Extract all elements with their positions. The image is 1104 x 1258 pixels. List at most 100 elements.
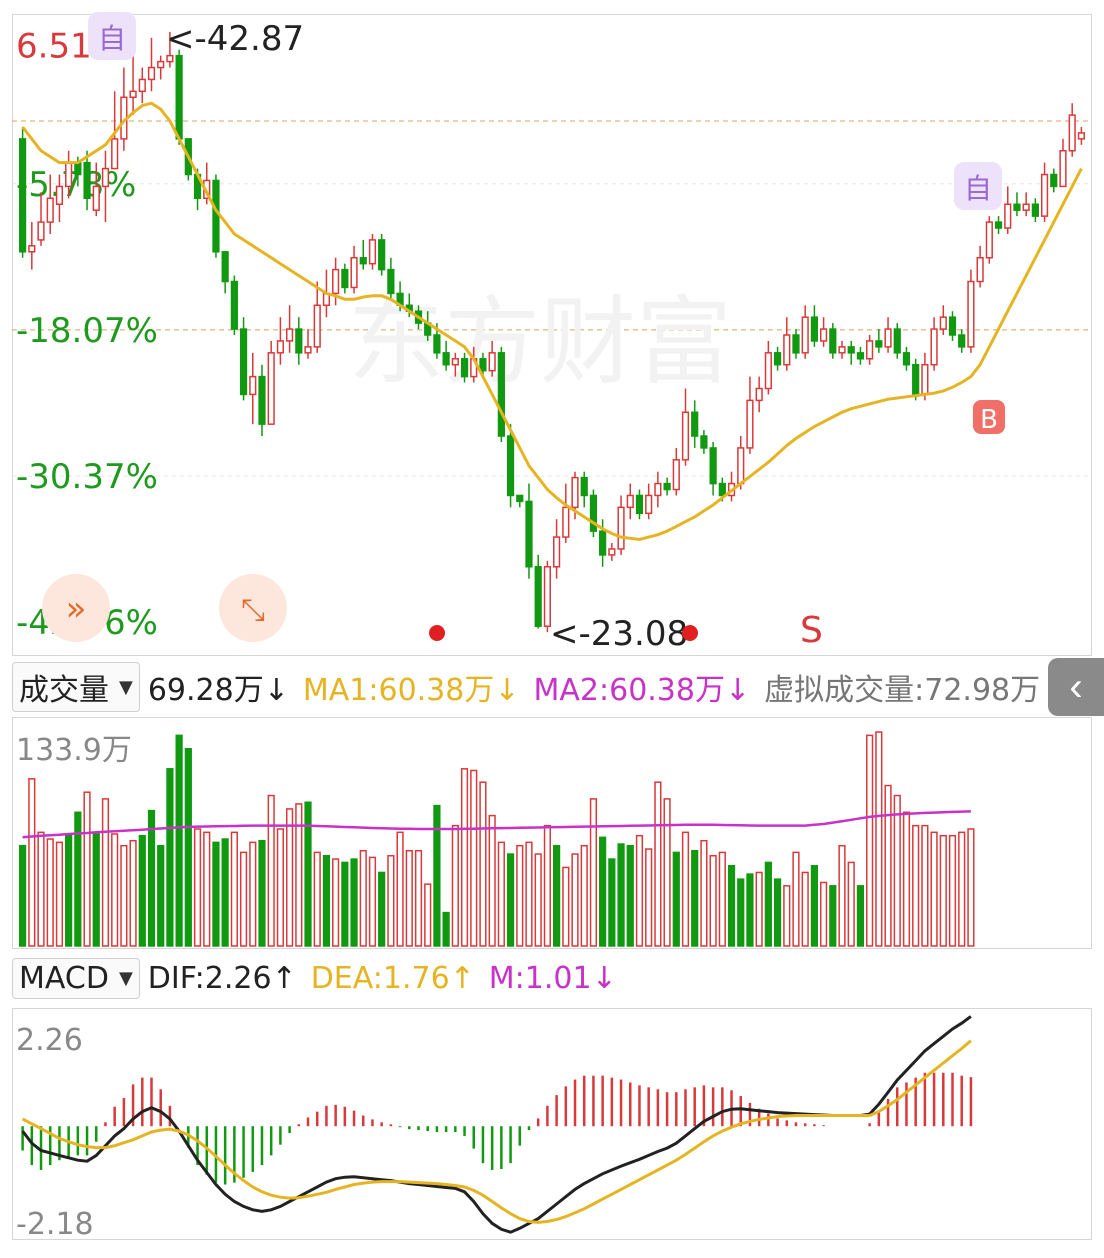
candle-body <box>1013 203 1021 211</box>
volume-bar <box>866 734 874 947</box>
candle <box>276 317 285 365</box>
candle-body <box>368 239 377 265</box>
volume-bar <box>267 794 275 947</box>
candle <box>451 352 459 377</box>
volume-bar <box>746 873 754 947</box>
volume-bar <box>479 781 487 947</box>
volume-bar <box>534 853 542 947</box>
volume-bar <box>939 834 947 947</box>
candle <box>267 340 275 425</box>
candle <box>580 471 588 508</box>
candle-body <box>46 197 54 223</box>
candle-body <box>976 256 984 283</box>
candle <box>1022 192 1030 217</box>
candle <box>249 352 257 425</box>
candle-body <box>562 506 570 538</box>
candle-body <box>967 280 975 348</box>
candle <box>847 340 855 365</box>
volume-bar <box>516 844 524 947</box>
volume-bar <box>645 848 653 947</box>
candle <box>939 305 947 335</box>
volume-bar <box>368 856 377 947</box>
candle-body <box>783 334 791 366</box>
candle-body <box>55 185 64 205</box>
candle <box>773 346 782 371</box>
candle <box>866 335 874 365</box>
volume-bar <box>580 844 588 947</box>
volume-bar <box>387 854 395 947</box>
volume-indicator-select[interactable]: 成交量 ▼ <box>12 662 140 712</box>
volume-bar <box>203 831 211 947</box>
candle <box>543 560 552 633</box>
candle <box>285 305 294 353</box>
volume-bar <box>359 849 367 947</box>
volume-selector-label: 成交量 <box>19 673 109 708</box>
volume-bar <box>378 871 386 947</box>
volume-bar <box>792 851 800 947</box>
candle-body <box>258 375 266 425</box>
candle <box>1004 186 1012 234</box>
volume-bar <box>442 911 450 947</box>
dif-line <box>21 1015 972 1234</box>
candle <box>37 192 45 246</box>
volume-bar <box>801 871 809 947</box>
volume-bar <box>92 831 100 947</box>
candle-body <box>635 494 644 515</box>
candle-body <box>516 494 524 503</box>
candle-body <box>764 352 772 390</box>
price-tick-label: -30.37% <box>16 457 158 497</box>
candle <box>313 281 321 353</box>
candle-body <box>1004 203 1012 229</box>
volume-bar <box>810 865 819 947</box>
candle <box>672 447 680 496</box>
volume-bar <box>460 768 469 947</box>
candle-body <box>985 221 993 259</box>
volume-bar <box>608 858 616 947</box>
candle-body <box>230 280 238 330</box>
candle-body <box>1050 173 1058 188</box>
volume-bar <box>350 858 358 947</box>
candle <box>829 323 837 359</box>
volume-bar <box>111 833 119 947</box>
sell-signal: S <box>800 610 823 651</box>
candle-body <box>387 268 395 295</box>
candle <box>175 49 183 145</box>
candle-body <box>221 251 229 283</box>
candle-body <box>534 566 542 627</box>
candle <box>700 430 708 454</box>
candle <box>120 67 128 151</box>
candle-body <box>617 506 625 550</box>
candle-body <box>451 358 459 366</box>
price-axis: 6.51%-5.78%-18.07%-30.37%-42.66% <box>16 27 158 643</box>
volume-bar <box>37 831 45 947</box>
candle-body <box>773 352 782 366</box>
candle-body <box>18 138 27 253</box>
volume-bar <box>543 824 552 947</box>
candle <box>18 126 27 258</box>
candle <box>976 245 984 288</box>
candle <box>1068 103 1076 157</box>
candle-body <box>313 304 321 348</box>
volume-bar <box>967 828 975 947</box>
candle-body <box>83 161 91 200</box>
chevron-left-icon: ‹ <box>1069 664 1083 709</box>
candle <box>810 305 819 347</box>
macd-indicator-select[interactable]: MACD ▼ <box>12 957 140 999</box>
candle-body <box>902 352 911 366</box>
candle-body <box>654 482 662 497</box>
macd-panel <box>12 1008 1092 1240</box>
ma-line <box>21 101 1083 542</box>
volume-bar <box>221 838 229 947</box>
candlestick-panel[interactable] <box>12 14 1092 656</box>
volume-bar <box>718 851 726 947</box>
volume-bar <box>506 853 515 947</box>
candle <box>884 317 892 353</box>
candle <box>958 329 966 353</box>
volume-bar <box>488 814 496 947</box>
collapse-tab-button[interactable]: ‹ <box>1048 658 1104 716</box>
candle-body <box>939 316 947 330</box>
candle-body <box>479 358 487 372</box>
candle-body <box>1022 203 1030 211</box>
volume-bar <box>819 881 828 947</box>
candle-body <box>718 482 726 497</box>
